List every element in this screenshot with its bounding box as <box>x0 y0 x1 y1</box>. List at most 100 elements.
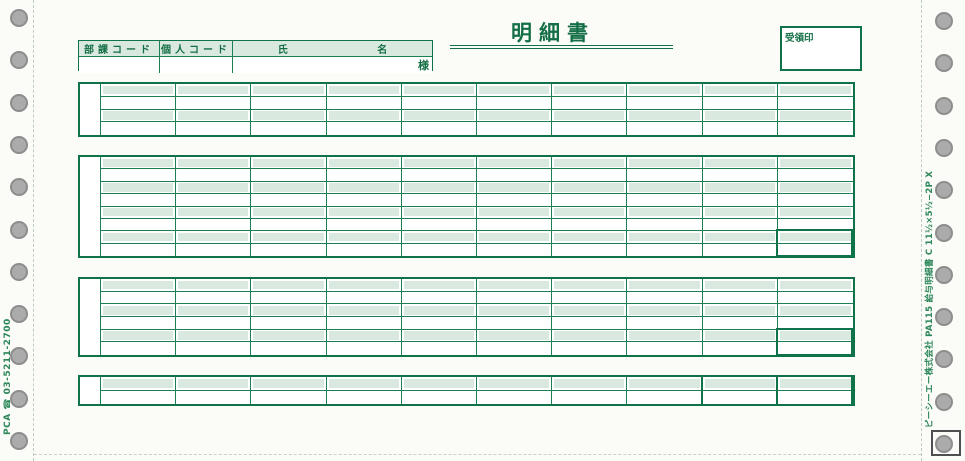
item-label-cell <box>176 181 252 195</box>
item-label-cell <box>401 157 477 170</box>
punch-hole <box>10 135 28 154</box>
item-value-cell <box>251 122 327 135</box>
item-label-cell <box>702 206 778 219</box>
item-label-cell <box>176 109 252 123</box>
item-value-cell <box>251 390 327 404</box>
item-value-cell <box>627 122 703 135</box>
item-value-cell <box>703 390 778 404</box>
punch-hole <box>935 435 953 453</box>
item-label-cell <box>476 231 553 244</box>
item-value-cell <box>402 342 477 355</box>
item-value-cell <box>251 194 327 207</box>
item-value-cell <box>251 291 327 305</box>
item-label-cell <box>627 206 703 219</box>
item-value-cell <box>702 194 778 207</box>
item-label-cell <box>326 206 402 219</box>
item-label-cell <box>627 157 703 170</box>
item-value-cell <box>326 218 402 232</box>
item-value-cell <box>101 291 177 305</box>
item-label-cell <box>176 157 252 170</box>
item-label-cell <box>552 109 628 123</box>
item-label-cell <box>401 181 477 195</box>
item-label-cell <box>401 329 477 343</box>
name-field: 様 <box>233 57 432 73</box>
right-perforation-line <box>921 0 922 461</box>
item-value-cell <box>777 219 853 232</box>
item-value-cell <box>251 317 327 330</box>
item-label-cell <box>251 109 327 123</box>
item-value-cell <box>476 194 553 207</box>
punch-hole <box>10 432 28 450</box>
punch-hole <box>10 220 28 239</box>
item-value-cell <box>176 169 252 182</box>
item-value-cell <box>703 243 778 256</box>
recipient-header-table: 部課コード 個人コード 氏 名 様 <box>78 40 433 73</box>
item-label-cell <box>176 329 252 343</box>
item-value-cell <box>251 96 327 110</box>
item-label-cell <box>401 279 477 292</box>
item-label-cell <box>251 157 327 170</box>
item-value-cell <box>402 122 477 135</box>
punch-hole <box>10 93 28 112</box>
item-label-cell <box>326 181 402 195</box>
item-label-cell <box>476 84 553 97</box>
punch-hole <box>935 181 953 200</box>
printer-phone-note: PCA ☎ 03-5211-2700 <box>3 318 13 435</box>
item-value-cell <box>552 342 628 355</box>
punch-hole <box>935 308 953 327</box>
item-label-cell <box>627 377 703 391</box>
item-label-cell <box>552 206 628 219</box>
item-label-cell <box>251 231 327 244</box>
item-label-cell <box>176 206 252 219</box>
item-value-cell <box>326 169 402 182</box>
item-value-cell <box>476 218 553 232</box>
item-value-cell <box>251 342 327 355</box>
item-label-cell <box>702 304 778 317</box>
item-value-cell <box>401 169 477 182</box>
item-value-cell <box>627 291 703 305</box>
detail-block-3 <box>78 277 855 357</box>
item-label-cell <box>101 181 177 195</box>
item-value-cell <box>101 169 177 182</box>
item-label-cell <box>476 377 553 391</box>
item-label-cell <box>401 377 477 391</box>
item-value-cell <box>176 243 252 256</box>
item-label-cell <box>702 377 778 391</box>
punch-hole <box>10 347 28 366</box>
receipt-stamp-box: 受領印 <box>780 26 862 71</box>
punch-hole <box>935 350 953 369</box>
item-value-cell <box>552 194 628 207</box>
punch-hole <box>935 54 953 73</box>
item-value-cell <box>777 169 853 182</box>
item-label-cell <box>401 84 477 97</box>
item-value-cell <box>401 291 477 305</box>
item-value-cell <box>402 390 477 404</box>
item-value-cell <box>176 390 252 404</box>
punch-hole <box>935 138 953 157</box>
item-label-cell <box>777 157 853 170</box>
item-value-cell <box>176 96 252 110</box>
bottom-perforation-line <box>34 454 921 455</box>
item-label-cell <box>627 279 703 292</box>
item-label-cell <box>476 206 553 219</box>
dept-code-label: 部課コード <box>84 45 154 56</box>
item-value-cell <box>476 317 553 330</box>
punch-hole <box>10 305 28 324</box>
item-label-cell <box>627 304 703 317</box>
item-label-cell <box>627 84 703 97</box>
item-value-cell <box>176 122 252 135</box>
item-label-cell <box>101 157 177 170</box>
item-label-cell <box>476 279 553 292</box>
punch-hole <box>935 392 953 411</box>
punch-hole <box>935 223 953 242</box>
item-label-cell <box>552 377 628 391</box>
item-value-cell <box>703 342 778 355</box>
row-label-stub-column <box>80 84 101 135</box>
item-label-cell <box>251 304 327 317</box>
item-value-cell <box>627 342 703 355</box>
item-label-cell <box>326 84 402 97</box>
item-value-cell <box>101 390 177 404</box>
item-value-cell <box>176 342 252 355</box>
item-label-cell <box>777 231 853 244</box>
punch-hole <box>935 265 953 284</box>
